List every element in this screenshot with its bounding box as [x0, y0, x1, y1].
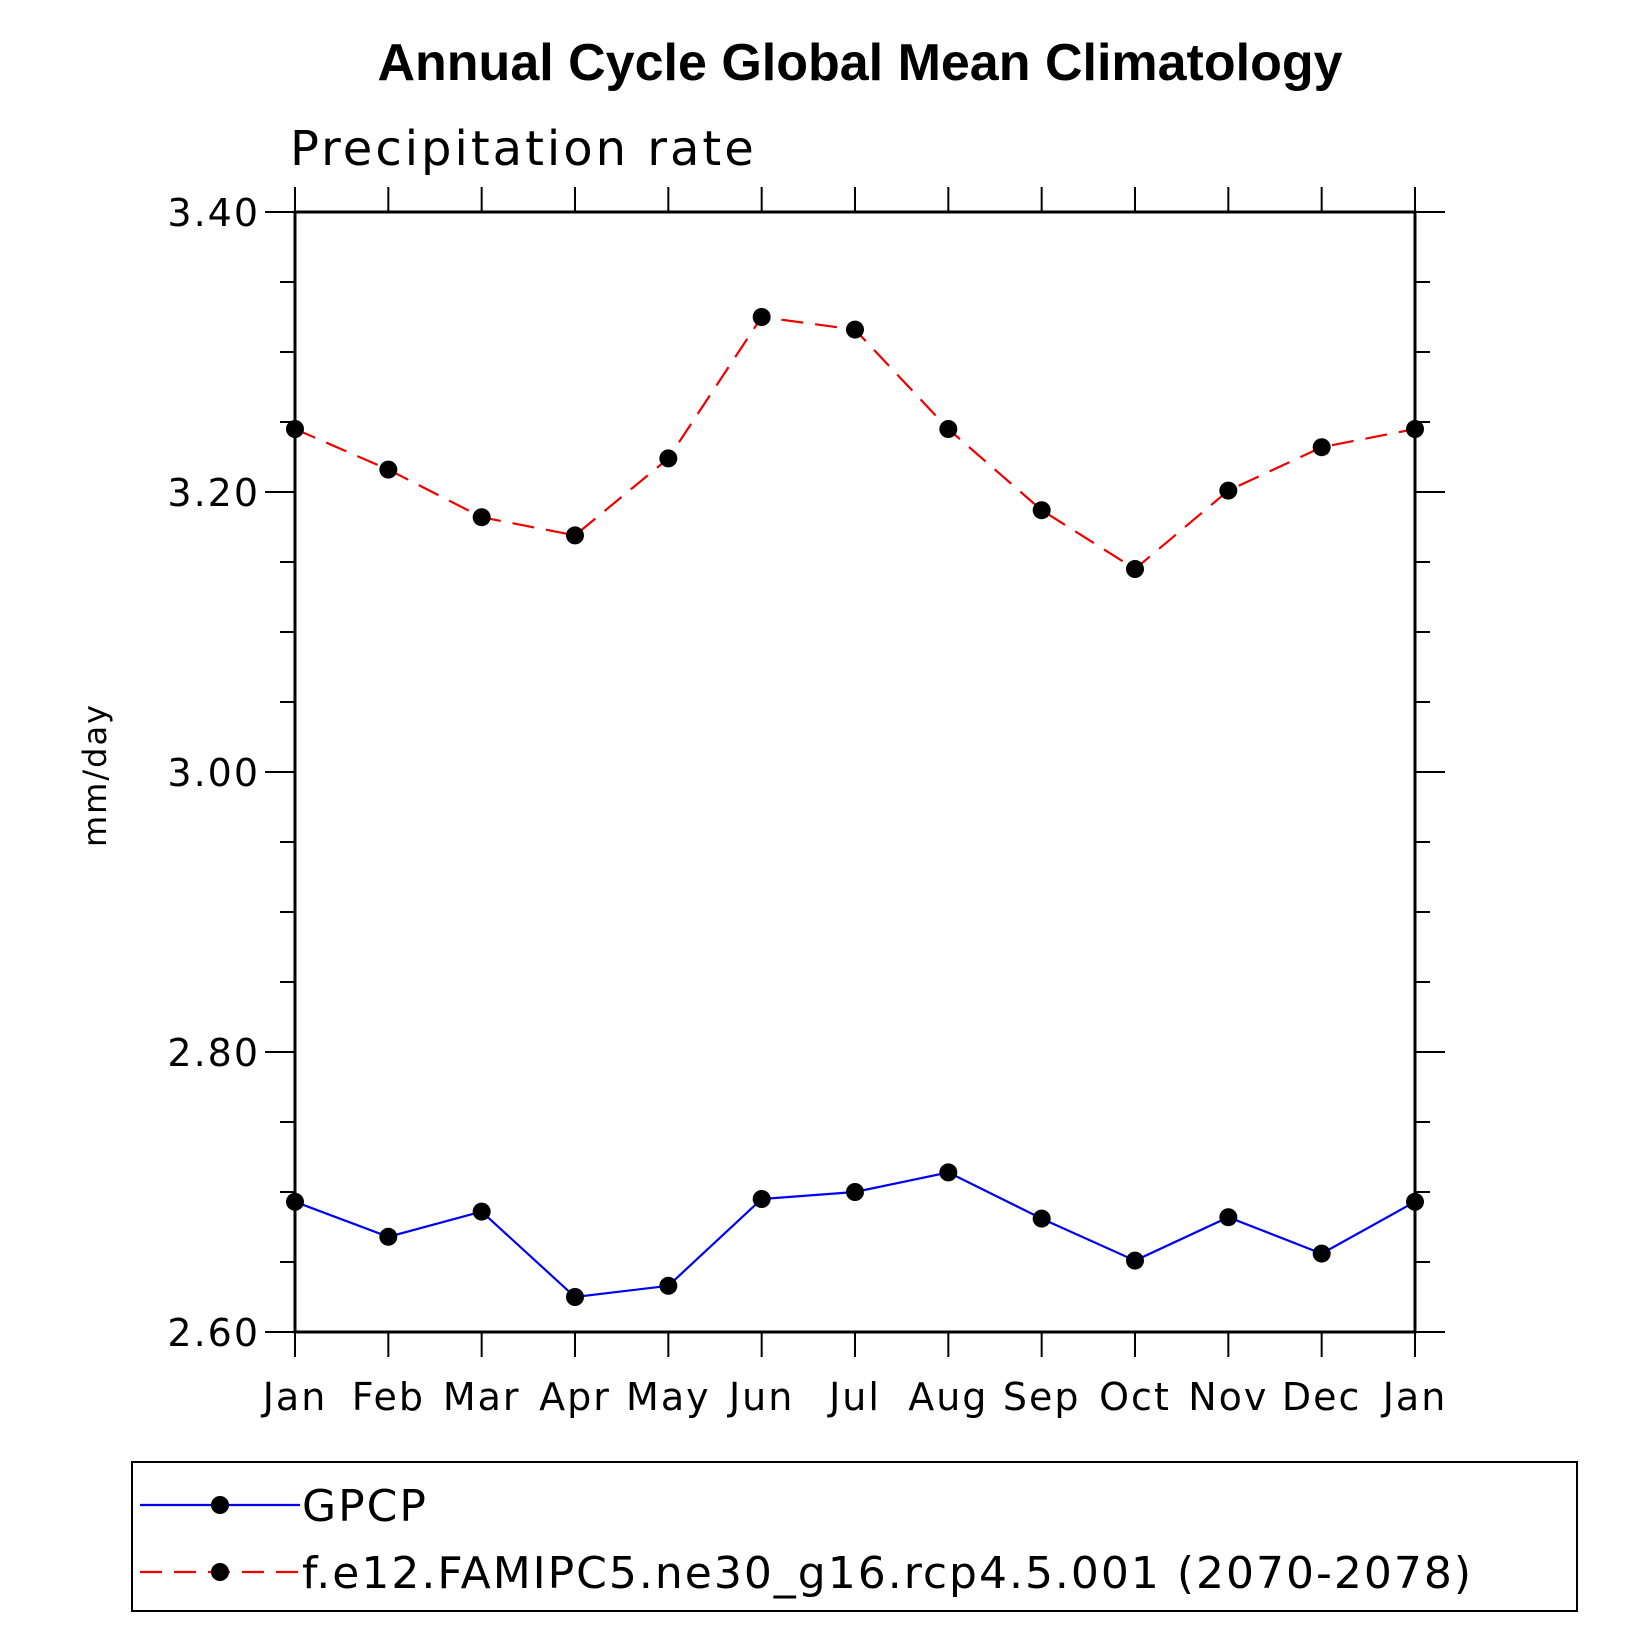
data-point	[472, 508, 491, 527]
legend: GPCP f.e12.FAMIPC5.ne30_g16.rcp4.5.001 (2…	[131, 1461, 1578, 1612]
x-tick-label: Mar	[443, 1375, 521, 1419]
x-axis-ticks: Jan Feb Mar Apr May Jun Jul Aug Sep Oct Nov Dec Jan	[261, 187, 1448, 1419]
data-point	[1312, 1244, 1331, 1263]
data-point	[752, 308, 771, 326]
x-tick-label: Feb	[352, 1375, 425, 1419]
x-tick-label: May	[626, 1375, 711, 1419]
legend-label: GPCP	[302, 1481, 428, 1532]
data-point	[1032, 501, 1051, 520]
y-tick-label: 2.80	[167, 1031, 260, 1075]
data-point	[1126, 560, 1144, 578]
data-point	[286, 420, 304, 438]
x-tick-label: Nov	[1188, 1375, 1268, 1419]
data-point	[1032, 1209, 1051, 1228]
data-point	[659, 449, 678, 468]
data-point	[286, 1192, 304, 1211]
data-point	[379, 460, 398, 479]
data-point	[1219, 1208, 1238, 1227]
data-point	[846, 320, 864, 339]
data-point	[566, 1288, 584, 1306]
y-tick-label: 3.00	[167, 751, 260, 795]
y-tick-label: 3.20	[167, 471, 260, 515]
data-point	[1406, 1192, 1424, 1211]
legend-item: f.e12.FAMIPC5.ne30_g16.rcp4.5.001 (2070-…	[140, 1548, 1473, 1599]
data-point	[379, 1227, 398, 1246]
series-1	[286, 308, 1424, 578]
x-tick-label: Sep	[1003, 1375, 1081, 1419]
x-tick-label: Oct	[1099, 1375, 1171, 1419]
x-tick-label: Jan	[1381, 1375, 1448, 1419]
x-tick-label: Aug	[908, 1375, 988, 1419]
data-point	[566, 526, 584, 545]
x-tick-label: Jan	[261, 1375, 328, 1419]
series-0	[286, 1163, 1424, 1306]
data-point	[1219, 481, 1238, 500]
series-layer	[286, 308, 1424, 1306]
legend-label: f.e12.FAMIPC5.ne30_g16.rcp4.5.001 (2070-…	[302, 1548, 1473, 1599]
legend-box	[131, 1461, 1578, 1612]
data-point	[659, 1276, 678, 1295]
y-tick-label: 2.60	[167, 1311, 260, 1355]
x-tick-label: Apr	[539, 1375, 611, 1419]
data-point	[846, 1183, 864, 1201]
chart-title: Annual Cycle Global Mean Climatology	[377, 34, 1342, 92]
x-tick-label: Jun	[727, 1375, 794, 1419]
chart-subtitle: Precipitation rate	[290, 121, 757, 177]
legend-item: GPCP	[140, 1481, 428, 1532]
series-line	[294, 315, 1416, 571]
data-point	[939, 420, 958, 438]
plot-area-frame	[293, 210, 1417, 1334]
legend-marker	[211, 1496, 229, 1514]
x-tick-label: Dec	[1282, 1375, 1362, 1419]
x-tick-label: Jul	[827, 1375, 881, 1419]
data-point	[1126, 1251, 1144, 1270]
y-tick-label: 3.40	[167, 191, 260, 235]
data-point	[472, 1202, 491, 1221]
y-axis-ticks: 2.60 2.80 3.00 3.20 3.40	[167, 191, 1445, 1355]
data-point	[939, 1163, 958, 1182]
data-point	[1406, 420, 1424, 438]
legend-marker	[211, 1563, 229, 1581]
y-axis-label: mm/day	[76, 703, 114, 847]
data-point	[1312, 438, 1331, 457]
data-point	[752, 1190, 771, 1208]
